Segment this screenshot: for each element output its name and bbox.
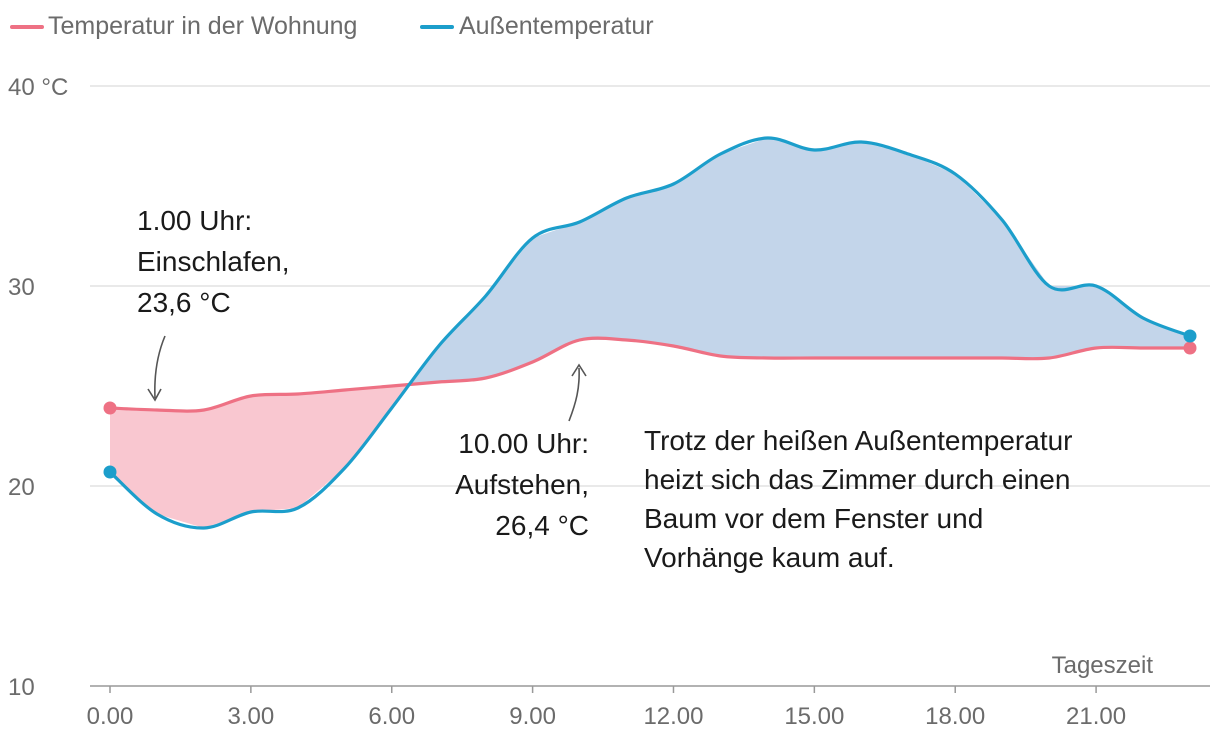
y-tick-label: 10 [8, 674, 35, 701]
x-tick-label: 9.00 [509, 703, 556, 730]
x-axis-ticks: 0.00 3.00 6.00 9.00 12.00 15.00 18.00 21.00 [87, 686, 1126, 730]
x-tick-label: 12.00 [643, 703, 703, 730]
y-tick-label: 20 [8, 474, 35, 501]
annotation-sleep-line-3: 23,6 °C [137, 287, 231, 318]
x-tick-label: 18.00 [925, 703, 985, 730]
annotation-note: Trotz der heißen Außentemperatur heizt s… [644, 425, 1073, 573]
fill-outdoor-warmer [110, 138, 1190, 528]
series-line-outdoor [108, 136, 1191, 530]
annotation-wake-line-2: Aufstehen, [455, 469, 589, 500]
x-tick-label: 15.00 [784, 703, 844, 730]
x-tick-label: 3.00 [228, 703, 275, 730]
marker-indoor-start [103, 401, 117, 415]
x-tick-label: 21.00 [1066, 703, 1126, 730]
legend-label-outdoor: Außentemperatur [459, 12, 654, 40]
y-axis-ticks: 10 20 30 40 °C [8, 74, 68, 701]
annotation-wake: 10.00 Uhr: Aufstehen, 26,4 °C [455, 363, 589, 541]
legend-label-indoor: Temperatur in der Wohnung [48, 12, 357, 40]
annotation-note-line-2: heizt sich das Zimmer durch einen [644, 464, 1070, 495]
annotation-sleep-line-2: Einschlafen, [137, 246, 290, 277]
annotation-wake-line-1: 10.00 Uhr: [458, 428, 589, 459]
annotation-note-line-4: Vorhänge kaum auf. [644, 542, 895, 573]
y-tick-label: 40 °C [8, 74, 68, 101]
x-tick-label: 6.00 [368, 703, 415, 730]
legend: Temperatur in der Wohnung Außentemperatu… [10, 12, 654, 40]
annotation-wake-arrow [568, 367, 580, 422]
annotation-sleep: 1.00 Uhr: Einschlafen, 23,6 °C [137, 205, 290, 402]
series-line-indoor [109, 336, 1190, 413]
marker-indoor-end [1183, 341, 1197, 355]
annotation-note-line-3: Baum vor dem Fenster und [644, 503, 983, 534]
annotation-wake-line-3: 26,4 °C [495, 510, 589, 541]
marker-outdoor-start [103, 465, 117, 479]
annotation-note-line-1: Trotz der heißen Außentemperatur [644, 425, 1073, 456]
annotation-sleep-line-1: 1.00 Uhr: [137, 205, 252, 236]
y-tick-label: 30 [8, 274, 35, 301]
annotation-sleep-arrowhead [147, 388, 162, 402]
annotation-wake-arrowhead [571, 363, 587, 377]
endpoint-markers [103, 329, 1197, 479]
annotation-sleep-arrow [154, 335, 166, 399]
series-lines [108, 136, 1191, 530]
grid-lines [90, 85, 1210, 687]
x-axis-label: Tageszeit [1052, 652, 1154, 679]
x-tick-label: 0.00 [87, 703, 134, 730]
marker-outdoor-end [1183, 329, 1197, 343]
